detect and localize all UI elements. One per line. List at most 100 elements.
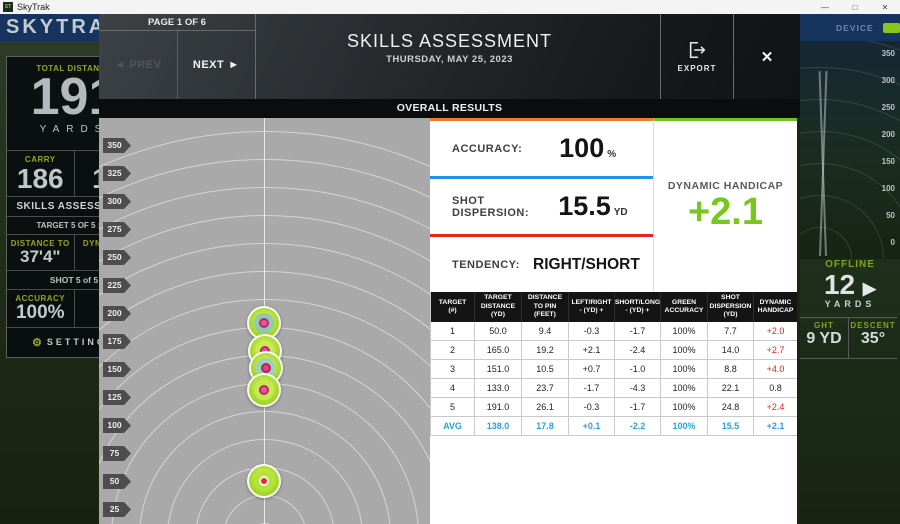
trajectory-scale-300: 300 xyxy=(881,76,895,85)
carry-avg-row: CARRY 186 AVG 18 xyxy=(7,151,99,198)
settings-label: SETTINGS xyxy=(46,337,99,348)
table-cell: -4.3 xyxy=(615,379,661,398)
window-title: SkyTrak xyxy=(17,2,50,12)
page-navigation: PAGE 1 OF 6 ◄ PREV NEXT ► xyxy=(99,14,256,99)
handicap-label: DYNAMIC HANDICAP xyxy=(667,179,784,192)
tendency-stat-label: TENDENCY: xyxy=(452,258,520,271)
table-cell: 165.0 xyxy=(475,341,522,360)
total-distance-units: YARDS xyxy=(39,124,99,136)
table-cell: 2 xyxy=(431,341,475,360)
trajectory-panel: 350 300 250 200 150 100 50 0 xyxy=(800,41,900,259)
table-cell: +2.1 xyxy=(569,341,615,360)
modal-body: 350 325 300 275 250 225 200 175 150 125 100 75 50 25 … xyxy=(99,118,800,524)
table-cell: -0.3 xyxy=(569,398,615,417)
table-header-cell: TARGET DISTANCE (YD) xyxy=(475,292,522,322)
dynamic-box: DYNAMIC H 1. xyxy=(73,235,100,271)
window-titlebar: ST SkyTrak — □ ✕ xyxy=(0,0,900,14)
device-battery-icon[interactable] xyxy=(882,22,900,33)
shot-pin-dot xyxy=(259,318,269,328)
close-button[interactable]: ✕ xyxy=(733,14,800,99)
trajectory-arc xyxy=(800,41,900,259)
accuracy-value: 100% xyxy=(15,302,65,324)
table-cell: -2.4 xyxy=(615,341,661,360)
height-value: 9 YD xyxy=(806,330,842,347)
table-avg-cell: +0.1 xyxy=(569,417,615,436)
hit-label: HIT xyxy=(75,294,100,303)
avg-box: AVG 18 xyxy=(73,151,99,197)
table-cell: 100% xyxy=(661,341,708,360)
height-label: GHT xyxy=(814,321,834,330)
shot-pin-dot xyxy=(259,476,269,486)
page-indicator: PAGE 1 OF 6 xyxy=(99,14,255,31)
export-button[interactable]: EXPORT xyxy=(660,14,733,99)
descent-value: 35° xyxy=(860,330,886,347)
table-cell: 22.1 xyxy=(708,379,754,398)
carry-box: CARRY 186 xyxy=(7,151,74,196)
total-distance-label: TOTAL DISTANCE xyxy=(36,64,99,73)
trajectory-scale-50: 50 xyxy=(886,211,895,220)
table-avg-cell: 17.8 xyxy=(522,417,569,436)
dynamic-value: 1. xyxy=(75,248,100,267)
gear-icon: ⚙ xyxy=(32,336,42,349)
shot-marker-50yd xyxy=(247,464,281,498)
accuracy-stat: ACCURACY: 100% xyxy=(430,121,653,176)
distance-to-value: 37'4" xyxy=(20,247,61,267)
trajectory-scale-350: 350 xyxy=(881,49,895,58)
yard-marker-275: 275 xyxy=(103,222,131,237)
settings-button[interactable]: ⚙ SETTINGS xyxy=(7,328,99,357)
trajectory-scale-0: 0 xyxy=(890,238,895,247)
results-panel: ACCURACY: 100% SHOT DISPERSION: 15.5 YD T… xyxy=(430,118,798,524)
table-cell: +2.0 xyxy=(754,322,798,341)
avg-value: 18 xyxy=(75,164,99,194)
yard-marker-50: 50 xyxy=(103,474,131,489)
prev-button[interactable]: ◄ PREV xyxy=(99,31,177,99)
yard-marker-125: 125 xyxy=(103,390,131,405)
app-icon: ST xyxy=(3,2,13,12)
table-cell: 24.8 xyxy=(708,398,754,417)
yard-marker-325: 325 xyxy=(103,166,131,181)
window-close-button[interactable]: ✕ xyxy=(881,2,889,12)
shot-pin-dot xyxy=(259,385,269,395)
table-cell: 4 xyxy=(431,379,475,398)
next-button[interactable]: NEXT ► xyxy=(176,31,256,99)
handicap-value: +2.1 xyxy=(687,190,764,233)
trajectory-scale-250: 250 xyxy=(881,103,895,112)
minimize-button[interactable]: — xyxy=(821,2,829,12)
yard-marker-300: 300 xyxy=(103,194,131,209)
carry-value: 186 xyxy=(16,163,64,194)
export-label: EXPORT xyxy=(677,64,717,73)
table-cell: +2.7 xyxy=(754,341,798,360)
maximize-button[interactable]: □ xyxy=(852,2,858,12)
yard-marker-250: 250 xyxy=(103,250,131,265)
offline-arrow-icon: ▶ xyxy=(862,279,876,298)
table-cell: 3 xyxy=(431,360,475,379)
height-box: GHT 9 YD xyxy=(800,318,848,358)
tendency-stat: TENDENCY: RIGHT/SHORT xyxy=(430,237,653,292)
trajectory-scale-200: 200 xyxy=(881,130,895,139)
shot-pin-dot xyxy=(261,363,271,373)
table-header-cell: SHOT DISPERSION (YD) xyxy=(708,292,754,322)
offline-units: YARDS xyxy=(824,299,876,310)
table-avg-cell: AVG xyxy=(431,417,475,436)
target-progress: TARGET 5 OF 5 : 19 xyxy=(7,217,99,236)
window-controls: — □ ✕ xyxy=(810,0,900,14)
hit-box: HIT 4/ xyxy=(73,290,100,327)
table-cell: 9.4 xyxy=(522,322,569,341)
table-cell: +4.0 xyxy=(754,360,798,379)
table-cell: -1.0 xyxy=(615,360,661,379)
table-cell: 100% xyxy=(661,379,708,398)
table-header-cell: LEFT/RIGHT - (YD) + xyxy=(569,292,615,322)
table-cell: +0.7 xyxy=(569,360,615,379)
table-header-cell: DYNAMIC HANDICAP xyxy=(754,292,798,322)
trajectory-scale-100: 100 xyxy=(881,184,895,193)
yard-marker-200: 200 xyxy=(103,306,131,321)
table-header-cell: DISTANCE TO PIN (FEET) xyxy=(522,292,569,322)
table-header-cell: GREEN ACCURACY xyxy=(661,292,708,322)
table-cell: 8.8 xyxy=(708,360,754,379)
table-cell: 100% xyxy=(661,360,708,379)
divider-red xyxy=(430,234,653,237)
background-right-strip: DEVICE 350 300 250 200 150 100 50 0 OFFLINE 12 … xyxy=(800,14,900,524)
trajectory-scale-150: 150 xyxy=(881,157,895,166)
table-header-cell: SHORT/LONG - (YD) + xyxy=(615,292,661,322)
